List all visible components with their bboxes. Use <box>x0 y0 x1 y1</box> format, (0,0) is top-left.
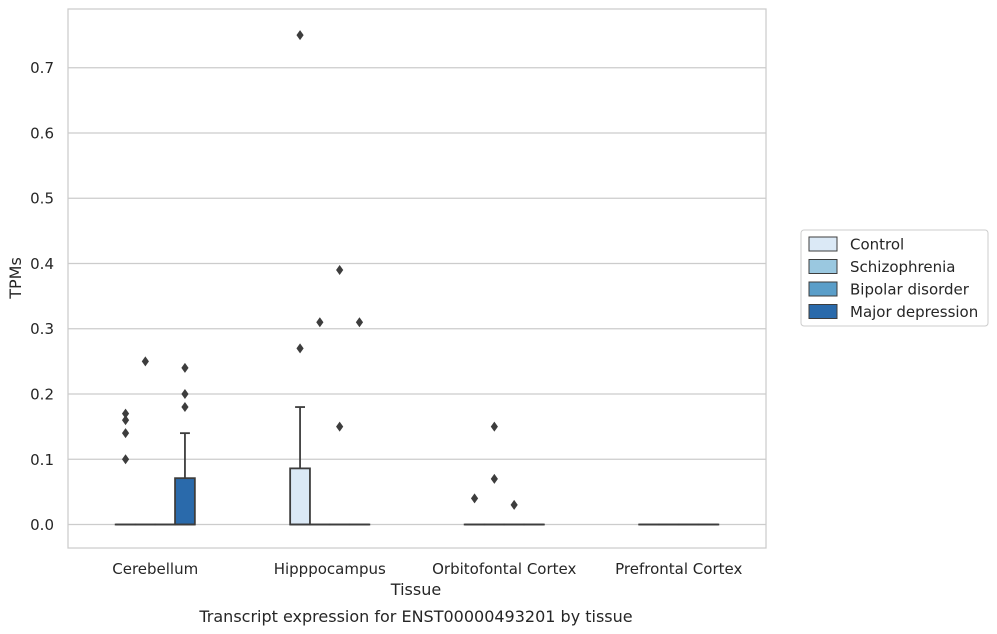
box-orbitofontal-cortex-control <box>463 493 486 526</box>
outlier-point <box>296 343 304 354</box>
outlier-point <box>141 356 149 367</box>
outlier-point <box>121 415 130 426</box>
outlier-point <box>490 473 498 484</box>
box-cerebellum-schizophrenia <box>134 356 157 526</box>
y-tick-label: 0.4 <box>30 255 54 273</box>
outlier-point <box>336 265 344 276</box>
box-body <box>174 477 196 526</box>
legend-label-schizophrenia: Schizophrenia <box>850 258 955 276</box>
outlier-point <box>121 428 130 439</box>
x-tick-label: Hipppocampus <box>274 560 386 578</box>
box-cerebellum-control <box>114 408 137 526</box>
legend-swatch-schizophrenia <box>808 259 838 274</box>
gridlines <box>68 67 766 526</box>
legend-swatch-control <box>808 236 838 252</box>
box-hipppocampus-control <box>289 30 311 526</box>
x-axis-label: Tissue <box>390 580 441 599</box>
plot-area-frame <box>67 8 767 549</box>
legend: Control Schizophrenia Bipolar disorder Majo… <box>800 229 989 327</box>
y-tick-label: 0.7 <box>30 59 54 77</box>
outlier-point <box>470 493 479 504</box>
outlier-point <box>316 317 324 328</box>
legend-frame <box>800 229 989 327</box>
outlier-point <box>181 402 189 413</box>
box-orbitofontal-cortex-bipolar-disorder <box>503 499 525 526</box>
legend-label-bipolar-disorder: Bipolar disorder <box>850 281 970 299</box>
y-tick-label: 0.3 <box>30 320 54 338</box>
x-tick-label: Prefrontal Cortex <box>615 560 742 578</box>
y-axis-label: TPMs <box>6 257 25 300</box>
box-series <box>114 30 720 526</box>
outlier-point <box>121 454 130 465</box>
outlier-point <box>336 421 344 432</box>
x-axis-ticks: Cerebellum Hipppocampus Orbitofontal Corte… <box>112 560 742 578</box>
legend-label-major-depression: Major depression <box>850 303 978 321</box>
outlier-point <box>181 362 189 373</box>
y-axis-ticks: 0.0 0.1 0.2 0.3 0.4 0.5 0.6 0.7 <box>30 59 54 534</box>
box-hipppocampus-schizophrenia <box>309 317 331 526</box>
y-tick-label: 0.2 <box>30 386 54 404</box>
y-tick-label: 0.1 <box>30 451 54 469</box>
legend-swatch-major-depression <box>808 304 838 319</box>
chart-caption: Transcript expression for ENST0000049320… <box>198 607 632 626</box>
y-tick-label: 0.0 <box>30 516 54 534</box>
y-tick-label: 0.5 <box>30 190 54 208</box>
outlier-point <box>121 408 130 419</box>
outlier-point <box>296 30 304 41</box>
outlier-point <box>510 499 518 510</box>
box-body <box>289 467 311 526</box>
box-hipppocampus-major-depression <box>348 317 371 526</box>
outlier-point <box>355 317 364 328</box>
box-orbitofontal-cortex-schizophrenia <box>483 421 506 526</box>
y-tick-label: 0.6 <box>30 124 54 142</box>
x-tick-label: Cerebellum <box>112 560 198 578</box>
box-hipppocampus-bipolar-disorder <box>328 265 351 526</box>
outlier-point <box>490 421 498 432</box>
outlier-point <box>181 389 189 399</box>
legend-swatch-bipolar-disorder <box>808 281 838 297</box>
box-cerebellum-major-depression <box>174 362 196 526</box>
x-tick-label: Orbitofontal Cortex <box>432 560 576 578</box>
legend-label-control: Control <box>850 236 904 254</box>
